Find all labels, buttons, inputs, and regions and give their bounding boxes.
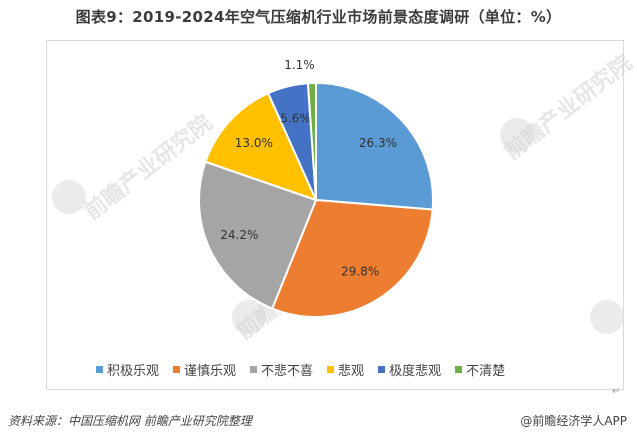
legend-swatch: [455, 366, 463, 373]
legend-item: 悲观: [327, 360, 364, 379]
watermark-logo-icon: [500, 118, 534, 152]
legend-item: 极度悲观: [378, 360, 441, 379]
pie-label-4: 13.0%: [235, 136, 273, 150]
watermark-logo-icon: [52, 180, 86, 214]
pie-label-2: 29.8%: [341, 265, 379, 279]
pie-slice-4: [204, 91, 318, 202]
legend-label: 悲观: [338, 364, 365, 379]
legend-label: 不清楚: [466, 364, 506, 379]
pie-label-6: 1.1%: [284, 58, 315, 72]
return-mark-icon: ↵: [612, 386, 621, 397]
chart-title: 图表9：2019-2024年空气压缩机行业市场前景态度调研（单位：%）: [75, 8, 562, 26]
source-note: 资料来源：中国压缩机网 前瞻产业研究院整理: [8, 414, 252, 428]
brand-credit: @前瞻经济学人APP: [520, 414, 627, 428]
legend-item: 谨慎乐观: [173, 360, 236, 379]
legend-label: 极度悲观: [389, 364, 442, 379]
legend-swatch: [327, 366, 335, 373]
legend-swatch: [378, 366, 386, 373]
pie-slice-1: [315, 81, 434, 211]
pie-slice-2: [270, 198, 434, 318]
watermark-logo-icon: [590, 300, 624, 334]
legend-label: 不悲不喜: [261, 364, 314, 379]
legend-label: 谨慎乐观: [184, 364, 237, 379]
legend-swatch: [173, 366, 181, 373]
legend-swatch: [250, 366, 258, 373]
pie-label-5: 5.6%: [280, 111, 311, 125]
pie-label-1: 26.3%: [359, 136, 397, 150]
pie-label-3: 24.2%: [220, 228, 258, 242]
pie-slice-3: [198, 160, 318, 310]
legend-swatch: [96, 366, 103, 373]
watermark-logo-icon: [232, 300, 266, 334]
legend: 积极乐观 谨慎乐观 不悲不喜 悲观 极度悲观 不清楚: [96, 360, 505, 379]
legend-label: 积极乐观: [107, 364, 160, 379]
legend-item: 不悲不喜: [250, 360, 313, 379]
legend-item: 不清楚: [455, 360, 505, 379]
legend-item: 积极乐观: [96, 360, 159, 379]
pie-slice-6: [306, 81, 317, 201]
